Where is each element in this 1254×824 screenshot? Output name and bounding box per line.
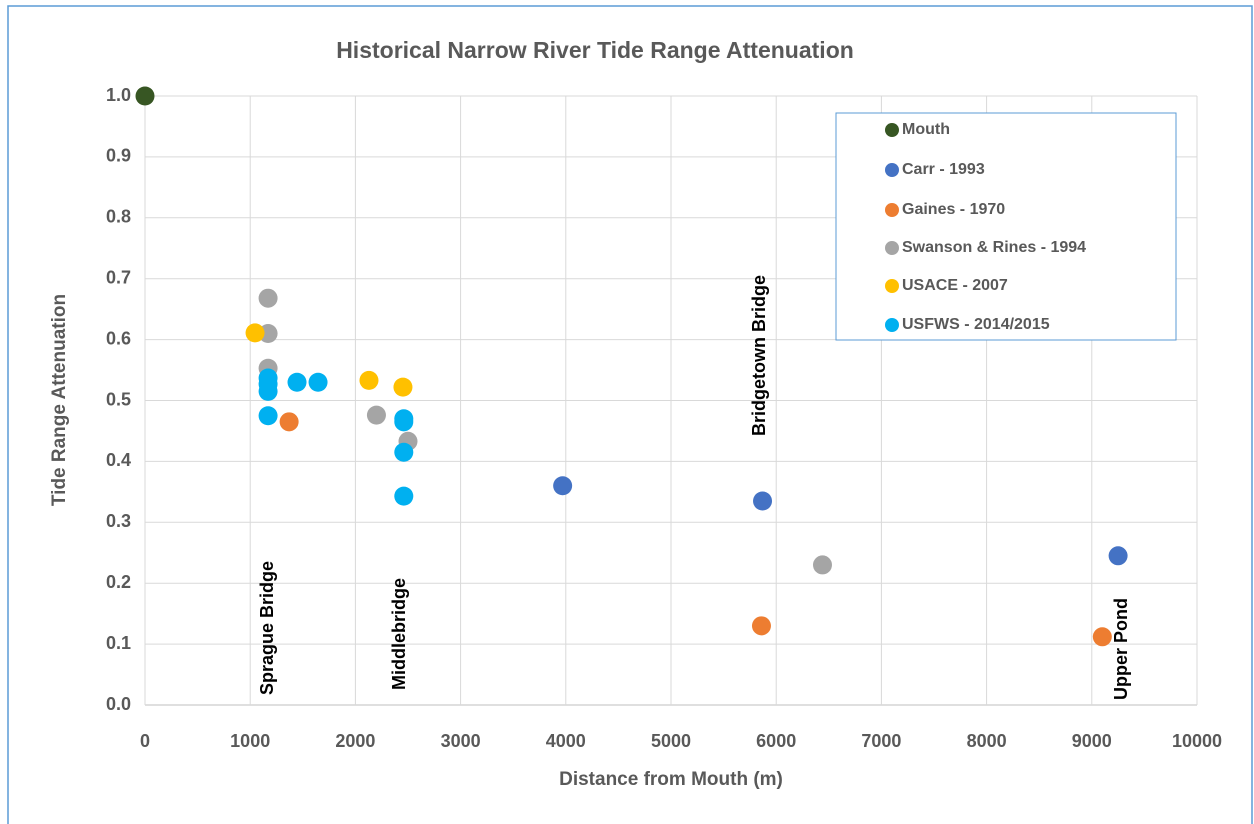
x-tick-label: 6000 bbox=[756, 731, 796, 751]
x-tick-label: 3000 bbox=[441, 731, 481, 751]
point bbox=[553, 476, 573, 496]
point bbox=[394, 442, 414, 462]
y-tick-label: 0.0 bbox=[106, 694, 131, 714]
x-axis-title: Distance from Mouth (m) bbox=[559, 769, 783, 790]
x-tick-label: 2000 bbox=[335, 731, 375, 751]
y-tick-label: 0.9 bbox=[106, 146, 131, 166]
x-tick-label: 9000 bbox=[1072, 731, 1112, 751]
chart-border bbox=[7, 5, 1253, 824]
legend-marker bbox=[885, 203, 899, 217]
point bbox=[287, 372, 307, 392]
legend-marker bbox=[885, 123, 899, 137]
y-tick-label: 0.2 bbox=[106, 572, 131, 592]
x-tick-label: 10000 bbox=[1172, 731, 1222, 751]
point bbox=[1092, 627, 1112, 647]
point bbox=[245, 323, 265, 343]
legend-box bbox=[835, 112, 1177, 341]
legend-marker bbox=[885, 279, 899, 293]
legend-marker bbox=[885, 318, 899, 332]
x-tick-label: 0 bbox=[140, 731, 150, 751]
point bbox=[812, 555, 832, 575]
point bbox=[394, 412, 414, 432]
point bbox=[393, 377, 413, 397]
x-tick-label: 4000 bbox=[546, 731, 586, 751]
legend-label: Gaines - 1970 bbox=[902, 201, 1005, 218]
legend-marker bbox=[885, 241, 899, 255]
legend-label: Mouth bbox=[902, 121, 950, 138]
point bbox=[359, 370, 379, 390]
y-tick-label: 0.1 bbox=[106, 633, 131, 653]
point bbox=[753, 491, 773, 511]
point bbox=[258, 288, 278, 308]
y-tick-label: 1.0 bbox=[106, 85, 131, 105]
x-tick-label: 1000 bbox=[230, 731, 270, 751]
legend-label: Swanson & Rines - 1994 bbox=[902, 239, 1086, 256]
point bbox=[394, 486, 414, 506]
point bbox=[751, 616, 771, 636]
x-tick-label: 5000 bbox=[651, 731, 691, 751]
point bbox=[258, 381, 278, 401]
y-tick-label: 0.4 bbox=[106, 450, 131, 470]
legend-marker bbox=[885, 163, 899, 177]
legend-label: Carr - 1993 bbox=[902, 161, 985, 178]
point bbox=[135, 86, 155, 106]
y-tick-label: 0.8 bbox=[106, 207, 131, 227]
x-tick-label: 8000 bbox=[967, 731, 1007, 751]
point bbox=[308, 372, 328, 392]
annotation: Middlebridge bbox=[389, 578, 409, 690]
point bbox=[279, 412, 299, 432]
y-tick-label: 0.6 bbox=[106, 328, 131, 348]
legend-label: USFWS - 2014/2015 bbox=[902, 316, 1050, 333]
point bbox=[366, 405, 386, 425]
chart-title: Historical Narrow River Tide Range Atten… bbox=[336, 37, 854, 63]
legend-label: USACE - 2007 bbox=[902, 277, 1008, 294]
y-tick-label: 0.7 bbox=[106, 267, 131, 287]
x-tick-label: 7000 bbox=[861, 731, 901, 751]
y-axis-title: Tide Range Attenuation bbox=[49, 294, 70, 506]
annotation: Bridgetown Bridge bbox=[749, 275, 769, 436]
annotation: Upper Pond bbox=[1111, 598, 1131, 700]
annotation: Sprague Bridge bbox=[257, 561, 277, 695]
point bbox=[258, 406, 278, 426]
point bbox=[1108, 546, 1128, 566]
y-tick-label: 0.3 bbox=[106, 511, 131, 531]
y-tick-label: 0.5 bbox=[106, 389, 131, 409]
